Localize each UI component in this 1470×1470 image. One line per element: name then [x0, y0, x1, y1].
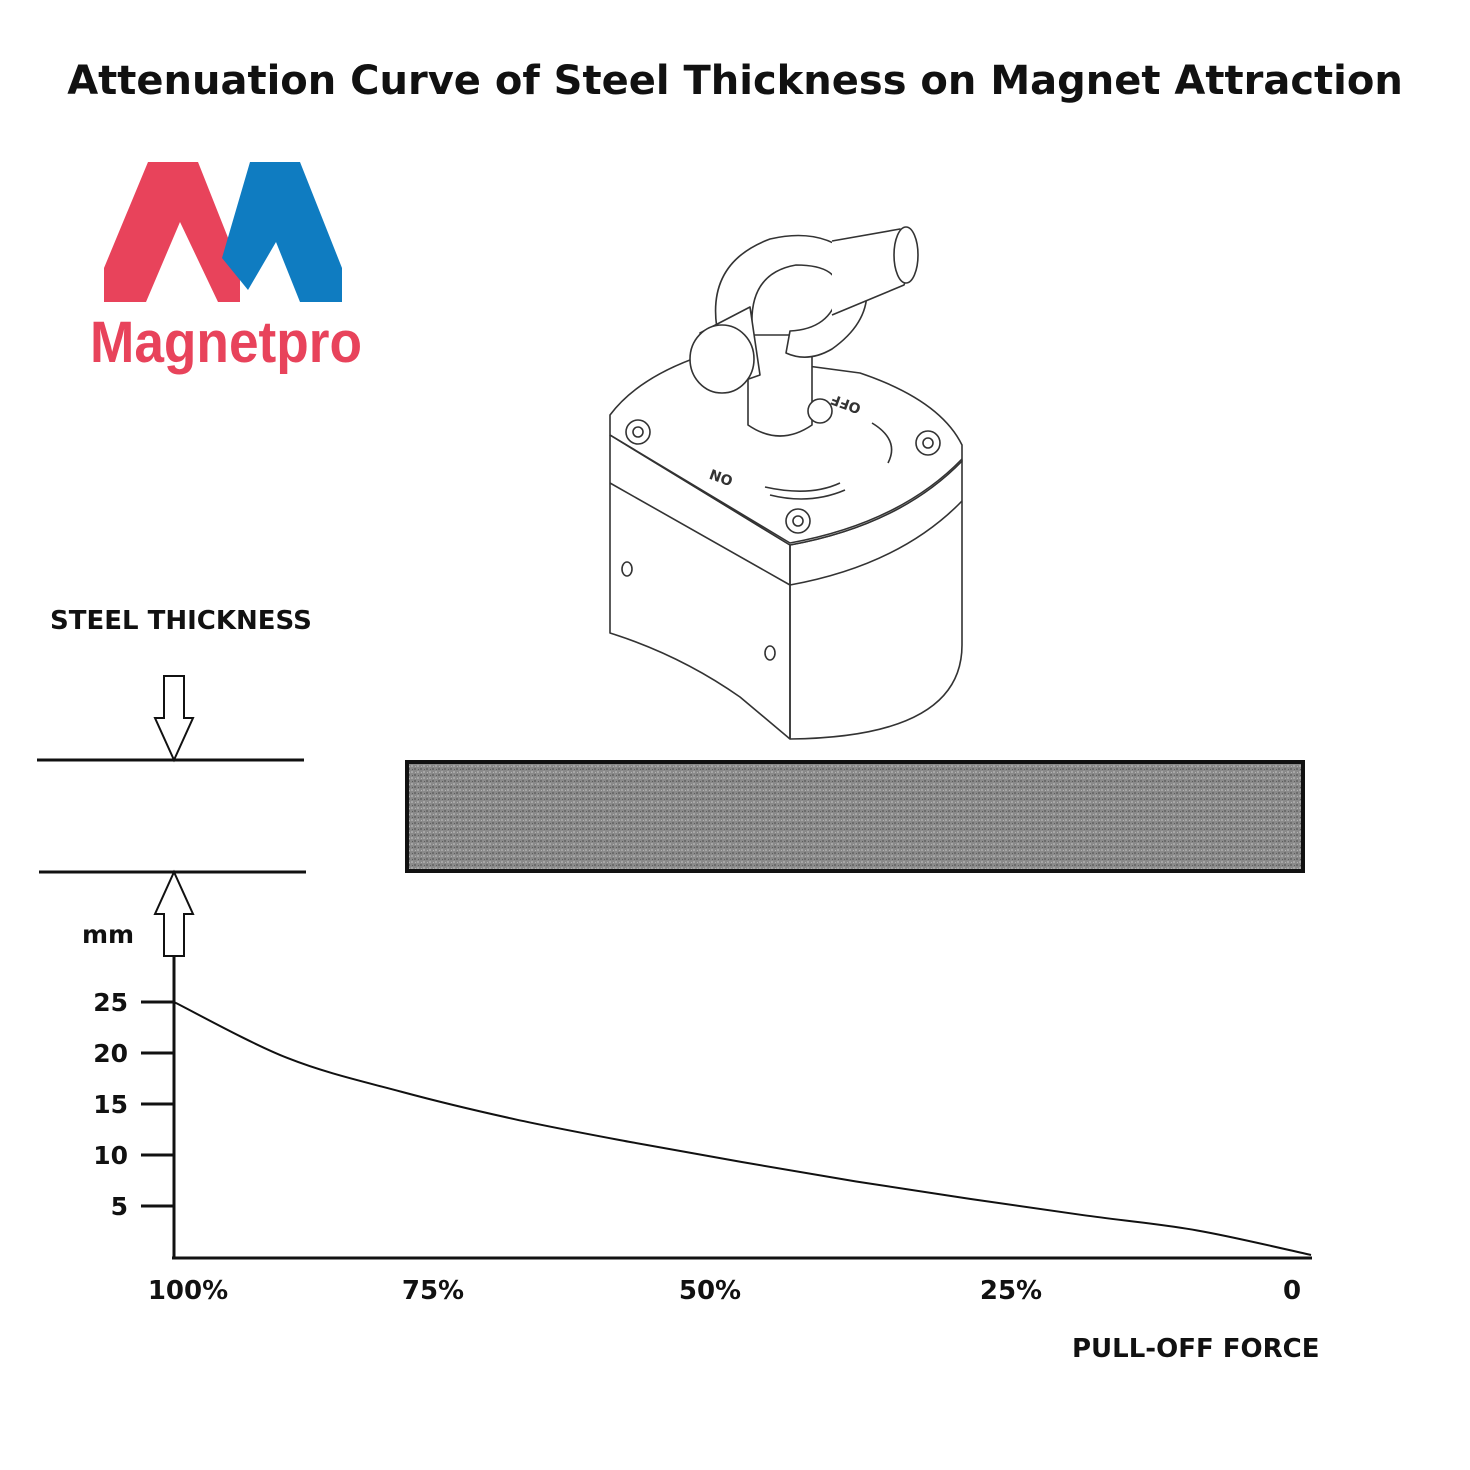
- steel-thickness-label: STEEL THICKNESS: [50, 606, 312, 636]
- device-stem: [747, 334, 813, 437]
- device-handle-ring: [714, 234, 868, 358]
- y-tick-label: 25: [93, 988, 128, 1017]
- y-tick-label: 20: [93, 1039, 128, 1068]
- page-title: Attenuation Curve of Steel Thickness on …: [67, 58, 1403, 104]
- device-top-face: [609, 352, 963, 546]
- steel-plate: [405, 760, 1305, 873]
- down-arrow-icon: [153, 675, 195, 763]
- on-label: ON: [708, 465, 736, 488]
- attenuation-curve: [173, 1001, 1312, 1256]
- y-tick-label: 10: [93, 1141, 128, 1170]
- logo-wordmark: Magnetpro: [90, 310, 362, 375]
- y-tick-label: 5: [111, 1192, 128, 1221]
- x-tick-label: 0: [1283, 1276, 1301, 1306]
- logo-blue-shape: [222, 162, 342, 302]
- magnetpro-logo: Magnetpro: [90, 162, 362, 375]
- x-tick-label: 100%: [148, 1276, 228, 1306]
- pull-off-force-label: PULL-OFF FORCE: [1072, 1334, 1320, 1364]
- up-arrow-icon: [153, 869, 195, 957]
- x-tick-label: 75%: [402, 1276, 464, 1306]
- logo-red-shape: [104, 162, 240, 302]
- y-tick-label: 15: [93, 1090, 128, 1119]
- x-tick-label: 25%: [980, 1276, 1042, 1306]
- unit-label: mm: [82, 920, 135, 949]
- magnet-device-illustration: OFF ON: [609, 226, 963, 740]
- x-tick-label: 50%: [679, 1276, 741, 1306]
